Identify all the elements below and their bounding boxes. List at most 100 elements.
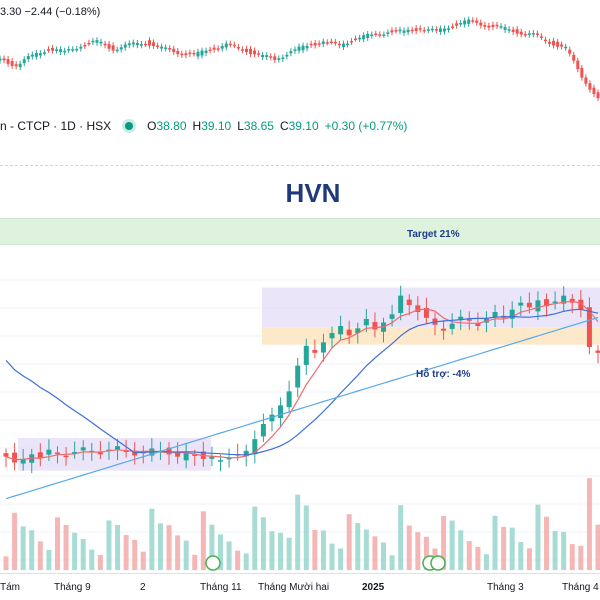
mini-candle [123, 44, 127, 48]
x-tick-label: Tám [0, 582, 20, 593]
mini-candle [337, 43, 341, 46]
volume-bar [37, 541, 43, 570]
candle [286, 391, 292, 408]
candle [243, 450, 249, 457]
mini-candle [184, 53, 188, 56]
volume-bar [235, 550, 241, 570]
mini-candle [135, 43, 139, 46]
volume-bar [406, 525, 412, 570]
mini-candle [139, 44, 143, 46]
mini-candle [42, 52, 46, 54]
volume-bar [29, 530, 35, 570]
volume-bar [269, 531, 275, 570]
candle [217, 460, 223, 462]
mini-candle [447, 28, 450, 30]
candle [37, 452, 43, 458]
volume-bar [226, 541, 232, 570]
mini-candle [26, 56, 30, 60]
mini-candle [519, 31, 523, 35]
volume-bar [501, 526, 507, 570]
candle [372, 322, 378, 330]
candle [475, 322, 481, 326]
mini-candle [0, 58, 2, 61]
volume-bar [441, 516, 447, 570]
mini-candle [285, 54, 289, 57]
volume-bar [20, 526, 26, 570]
volume-bar [312, 529, 318, 570]
x-tick-label: Tháng 11 [200, 582, 242, 593]
mini-candle [463, 20, 467, 25]
mini-candle [99, 41, 103, 44]
mini-candle [83, 44, 87, 47]
candle [415, 305, 421, 312]
mini-candle [313, 42, 317, 46]
volume-bar [355, 523, 361, 570]
candle [183, 453, 189, 461]
mini-candle [103, 43, 107, 46]
mini-candle [556, 41, 560, 47]
mini-candle [91, 40, 95, 43]
mini-candle [152, 42, 156, 47]
mini-candle [119, 47, 123, 50]
mini-candle [115, 49, 119, 52]
volume-bar [372, 536, 378, 570]
volume-bar [89, 549, 95, 570]
mini-candle [180, 53, 184, 56]
mini-candle [552, 40, 556, 46]
candle [260, 424, 266, 437]
mini-candle [382, 34, 386, 36]
candle [346, 329, 352, 336]
mini-candle [172, 48, 176, 53]
chart-title: HVN [285, 178, 341, 208]
candle [363, 319, 369, 326]
volume-bar [346, 514, 352, 570]
mini-candle [584, 77, 588, 84]
volume-bar [106, 520, 112, 570]
mini-candle [95, 40, 99, 43]
mini-candle [30, 54, 34, 57]
mini-candle [34, 52, 38, 57]
candle [252, 439, 258, 455]
consolidation-box [262, 287, 600, 328]
ma-short-line [5, 300, 599, 461]
mini-candle [491, 24, 495, 28]
candle [115, 446, 121, 451]
volume-bar [552, 531, 558, 570]
candle [3, 453, 9, 457]
mini-candle [531, 33, 535, 35]
mini-candle [22, 59, 26, 64]
mini-candle [329, 41, 333, 44]
mini-candle [406, 29, 410, 33]
volume-bar [63, 524, 69, 570]
candle [46, 449, 52, 455]
mini-candle [418, 28, 422, 30]
volume-bar [475, 546, 481, 570]
mini-candle [511, 29, 515, 32]
mini-candle [386, 32, 390, 34]
mini-candle [305, 45, 309, 49]
mini-candle [370, 34, 374, 37]
volume-bar [595, 524, 600, 570]
symbol-label[interactable]: n - CTCP · 1D · HSX [0, 119, 112, 133]
candle [209, 456, 215, 459]
mini-candle [273, 56, 277, 61]
mini-candle [55, 49, 59, 52]
candle [72, 452, 78, 454]
mini-candle [430, 28, 434, 31]
mini-candle [46, 49, 50, 51]
mini-candle [87, 42, 91, 45]
volume-bar [72, 532, 78, 570]
candle [175, 452, 181, 457]
candle [423, 307, 429, 318]
volume-bar [569, 544, 575, 570]
mini-candle [232, 44, 236, 47]
mini-candle [560, 44, 564, 47]
mini-candle [333, 41, 337, 44]
volume-bar [466, 541, 472, 570]
mini-candle [564, 46, 568, 49]
mini-candle [293, 49, 297, 51]
candle [389, 314, 395, 319]
mini-candle [220, 46, 224, 49]
x-tick-label: 2 [140, 582, 146, 593]
